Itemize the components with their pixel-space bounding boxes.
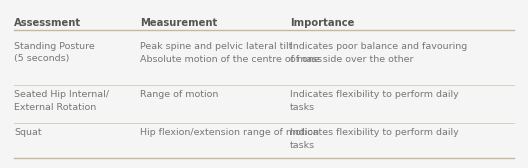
Text: Indicates flexibility to perform daily
tasks: Indicates flexibility to perform daily t… xyxy=(290,128,459,150)
Text: Squat: Squat xyxy=(14,128,42,137)
Text: Indicates flexibility to perform daily
tasks: Indicates flexibility to perform daily t… xyxy=(290,90,459,112)
Text: Range of motion: Range of motion xyxy=(140,90,219,99)
Text: Peak spine and pelvic lateral tilt
Absolute motion of the centre of mass: Peak spine and pelvic lateral tilt Absol… xyxy=(140,42,322,64)
Text: Seated Hip Internal/
External Rotation: Seated Hip Internal/ External Rotation xyxy=(14,90,109,112)
Text: Indicates poor balance and favouring
of one side over the other: Indicates poor balance and favouring of … xyxy=(290,42,467,64)
Text: Standing Posture
(5 seconds): Standing Posture (5 seconds) xyxy=(14,42,95,64)
Text: Assessment: Assessment xyxy=(14,18,81,28)
Text: Hip flexion/extension range of motion: Hip flexion/extension range of motion xyxy=(140,128,319,137)
Text: Measurement: Measurement xyxy=(140,18,217,28)
Text: Importance: Importance xyxy=(290,18,354,28)
